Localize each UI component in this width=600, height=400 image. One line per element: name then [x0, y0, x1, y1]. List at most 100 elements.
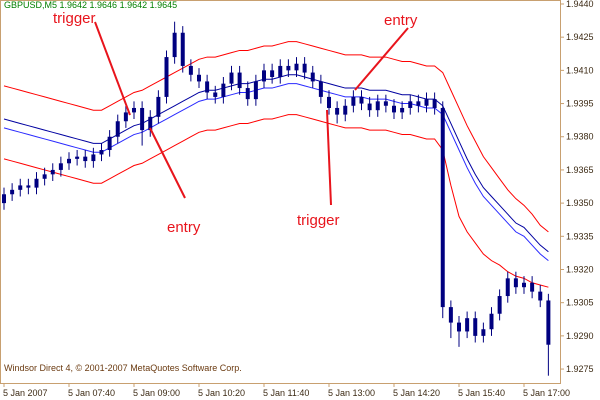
candle-body: [123, 112, 128, 122]
candle-body: [148, 116, 153, 131]
candle-body: [522, 282, 526, 288]
candle-body: [408, 101, 413, 108]
y-tick-label: 1.9380: [566, 132, 594, 142]
x-tick-label: 5 Jan 15:40: [458, 388, 505, 398]
candle-body: [302, 63, 307, 73]
y-tick-label: 1.9365: [566, 165, 594, 175]
candle-body: [270, 70, 275, 77]
footer: Windsor Direct 4, © 2001-2007 MetaQuotes…: [4, 363, 242, 373]
x-tick-label: 5 Jan 09:00: [133, 388, 180, 398]
x-tick-label: 5 Jan 10:20: [198, 388, 245, 398]
annotation-arrow: [149, 127, 186, 199]
candle-body: [237, 72, 242, 89]
x-tick-label: 5 Jan 2007: [3, 388, 48, 398]
candle-body: [140, 107, 145, 131]
candle-body: [538, 291, 543, 301]
candle-body: [440, 107, 445, 308]
candle-body: [457, 322, 461, 332]
annotation: entry: [384, 12, 418, 29]
candle-body: [465, 318, 470, 332]
y-tick-label: 1.9425: [566, 32, 594, 42]
candle-body: [50, 169, 55, 175]
candle-body: [448, 307, 453, 323]
candle-body: [530, 282, 535, 292]
candle-body: [383, 101, 388, 106]
candle-body: [367, 103, 372, 111]
candle-body: [172, 32, 177, 58]
candle-body: [197, 74, 201, 82]
candle-body: [107, 136, 112, 151]
candle-body: [221, 83, 226, 97]
candle-body: [75, 156, 80, 159]
candle-body: [213, 92, 218, 97]
candle-body: [10, 189, 15, 195]
candle-body: [546, 300, 551, 345]
candle-body: [132, 107, 136, 113]
y-tick-label: 1.9395: [566, 99, 594, 109]
candle-body: [432, 99, 437, 108]
annotation: trigger: [53, 10, 96, 27]
indicator-line: [3, 74, 549, 253]
candle-body: [115, 121, 120, 137]
candle-body: [180, 32, 185, 66]
plot-area: [2, 21, 551, 376]
candle-body: [2, 194, 6, 204]
annotation-arrow: [94, 21, 131, 116]
candle-body: [26, 185, 31, 188]
candle-body: [205, 81, 210, 93]
candle-body: [400, 107, 405, 113]
indicator-line: [3, 83, 549, 262]
candle-body: [67, 158, 71, 164]
candle-body: [343, 105, 348, 115]
annotation: entry: [167, 219, 201, 236]
candle-body: [375, 101, 380, 111]
candle-body: [416, 101, 421, 106]
candle-body: [91, 154, 96, 162]
candle-body: [318, 81, 323, 97]
candle-body: [424, 99, 429, 106]
candle-body: [505, 278, 510, 297]
candle-body: [286, 65, 291, 71]
candle-body: [164, 57, 169, 97]
candle-body: [156, 96, 161, 117]
annotation: trigger: [297, 212, 340, 229]
candle-body: [34, 178, 39, 188]
candle-body: [245, 88, 250, 100]
y-tick-label: 1.9275: [566, 364, 594, 374]
annotation-arrow: [326, 109, 332, 206]
candle-body: [99, 150, 104, 155]
y-tick-label: 1.9305: [566, 298, 594, 308]
candle-body: [481, 329, 486, 336]
candle-body: [513, 278, 518, 288]
candle-body: [359, 96, 364, 104]
candle-body: [83, 156, 88, 162]
candle-body: [392, 105, 396, 113]
y-tick-label: 1.9335: [566, 231, 594, 241]
x-tick-label: 5 Jan 11:40: [263, 388, 309, 398]
candle-body: [473, 318, 478, 336]
candle-body: [58, 163, 63, 170]
y-tick-label: 1.9410: [566, 65, 594, 75]
x-tick-label: 5 Jan 07:40: [68, 388, 115, 398]
candle-body: [335, 107, 340, 115]
candle-body: [262, 70, 266, 82]
candle-body: [310, 72, 315, 82]
candle-body: [351, 96, 356, 106]
candle-body: [42, 174, 47, 179]
indicator-line: [3, 114, 549, 288]
y-tick-label: 1.9350: [566, 198, 594, 208]
candle-body: [229, 72, 234, 84]
x-tick-label: 5 Jan 17:00: [523, 388, 570, 398]
candle-body: [489, 313, 494, 330]
candle-body: [18, 185, 23, 190]
candle-body: [253, 81, 258, 100]
x-tick-label: 5 Jan 13:00: [328, 388, 375, 398]
y-tick-label: 1.9320: [566, 264, 594, 274]
candle-body: [278, 65, 283, 77]
chart-title: GBPUSD,M5 1.9642 1.9646 1.9642 1.9645: [4, 0, 177, 10]
candle-body: [188, 65, 193, 75]
indicator-line: [3, 41, 549, 233]
candle-body: [294, 63, 299, 71]
